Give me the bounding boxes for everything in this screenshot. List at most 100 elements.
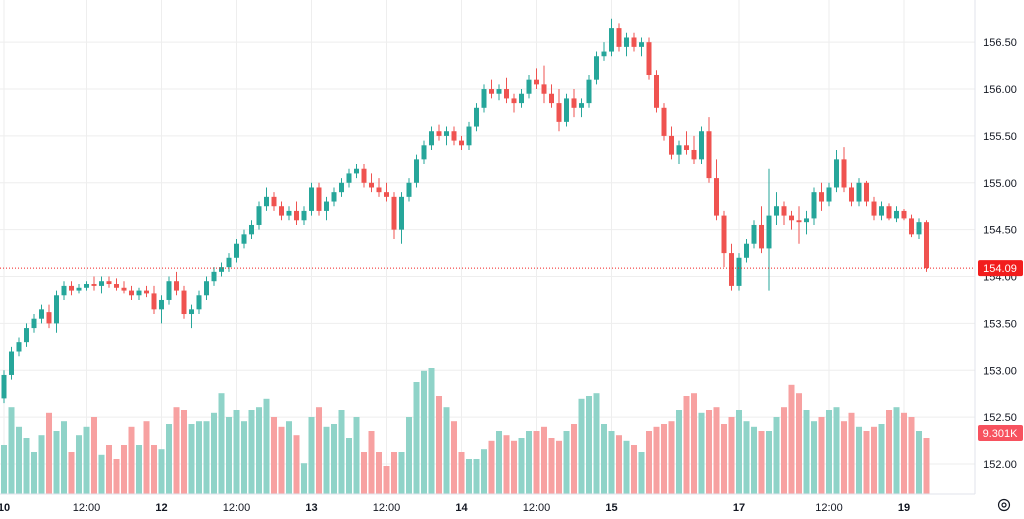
candle-body: [414, 159, 419, 183]
volume-bar: [878, 424, 885, 494]
volume-bar: [293, 435, 300, 494]
candle-body: [61, 285, 67, 296]
volume-bar: [916, 431, 922, 494]
candle-body: [481, 89, 487, 108]
candle-body: [789, 215, 794, 221]
volume-bar: [766, 431, 772, 494]
candle-body: [684, 145, 689, 150]
candle-body: [669, 135, 674, 155]
volume-bar: [511, 440, 517, 494]
volume-bar: [856, 426, 862, 494]
candle-body: [774, 206, 779, 216]
volume-bar: [361, 452, 367, 494]
volume-bar: [488, 440, 495, 494]
volume-bar: [443, 407, 450, 494]
candle-body: [631, 37, 637, 47]
candle-body: [286, 210, 292, 216]
volume-bar: [616, 435, 622, 494]
volume-bar: [818, 417, 825, 494]
volume-badge-bg: [978, 425, 1023, 441]
last-price-label: 154.09: [983, 263, 1017, 275]
volume-bar: [481, 449, 487, 494]
price-tick-label: 155.50: [983, 131, 1017, 143]
candle-body: [54, 295, 59, 324]
volume-bar: [473, 459, 480, 494]
volume-bar: [271, 417, 277, 494]
volume-bar: [188, 424, 195, 494]
volume-bar: [31, 452, 37, 494]
candle-body: [211, 271, 217, 282]
candle-body: [871, 201, 877, 216]
volume-bar: [166, 424, 172, 494]
volume-bar: [803, 410, 810, 494]
volume-bar: [398, 452, 405, 494]
candle-body: [436, 131, 442, 136]
volume-bar: [863, 431, 870, 494]
price-tick-label: 153.50: [983, 318, 1017, 330]
chart-settings-icon[interactable]: [997, 498, 1011, 512]
candle-body: [1, 374, 7, 399]
candle-body: [489, 89, 494, 94]
candle-body: [676, 145, 682, 155]
volume-label: 9.301K: [983, 428, 1019, 440]
time-tick-label: 19: [898, 502, 910, 514]
volume-bar: [436, 396, 442, 494]
volume-bar: [226, 417, 232, 494]
volume-bar: [136, 445, 142, 494]
volume-bar: [278, 426, 285, 494]
volume-bar: [368, 431, 375, 494]
volume-bar: [848, 412, 855, 494]
volume-bar: [728, 417, 735, 494]
candle-body: [924, 222, 929, 269]
volume-bar: [458, 452, 465, 494]
candle-body: [429, 131, 434, 146]
volume-bar: [1, 445, 7, 494]
volume-bar: [413, 382, 420, 494]
candle-body: [249, 224, 254, 235]
time-tick-label: 14: [455, 502, 468, 514]
candle-body: [541, 84, 547, 94]
candle-body: [204, 281, 209, 296]
candle-body: [151, 293, 157, 310]
price-tick-label: 153.00: [983, 365, 1017, 377]
volume-bar: [638, 452, 645, 494]
volume-bar: [8, 407, 15, 494]
candle-body: [279, 206, 284, 216]
volume-bar: [263, 398, 270, 494]
volume-bar: [196, 421, 202, 494]
volume-bar: [308, 417, 315, 494]
volume-bar: [203, 421, 210, 494]
volume-bar: [121, 445, 127, 494]
volume-bar: [668, 421, 675, 494]
candle-body: [226, 257, 232, 268]
candle-body: [339, 182, 344, 193]
volume-bar: [908, 417, 915, 494]
candle-body: [556, 103, 562, 122]
candle-body: [841, 159, 847, 188]
price-axis[interactable]: 156.50156.00155.50155.00154.50154.00153.…: [983, 37, 1017, 471]
volume-bar: [518, 438, 525, 494]
candle-body: [39, 309, 44, 319]
candle-body: [391, 196, 397, 230]
candle-body: [354, 168, 359, 174]
volume-bar: [503, 435, 510, 494]
candle-body: [706, 131, 712, 179]
volume-bars: [1, 368, 930, 494]
candle-body: [121, 287, 127, 291]
volume-bar: [691, 393, 697, 494]
candle-body: [174, 281, 179, 291]
candle-body: [234, 243, 239, 258]
candle-body: [301, 210, 307, 221]
candle-body: [639, 42, 644, 47]
volume-bar: [383, 466, 390, 494]
last-price-badge: 154.09: [978, 260, 1023, 277]
candle-body: [811, 192, 817, 219]
volume-bar: [923, 438, 930, 494]
volume-bar: [556, 440, 562, 494]
candle-body: [609, 28, 614, 52]
volume-bar: [323, 426, 330, 494]
candle-body: [601, 51, 607, 57]
candle-body: [256, 206, 262, 225]
time-axis[interactable]: 10 12:00 12 12:00 13 12:00 14 12:00 15 17 12:00 19: [0, 502, 910, 514]
